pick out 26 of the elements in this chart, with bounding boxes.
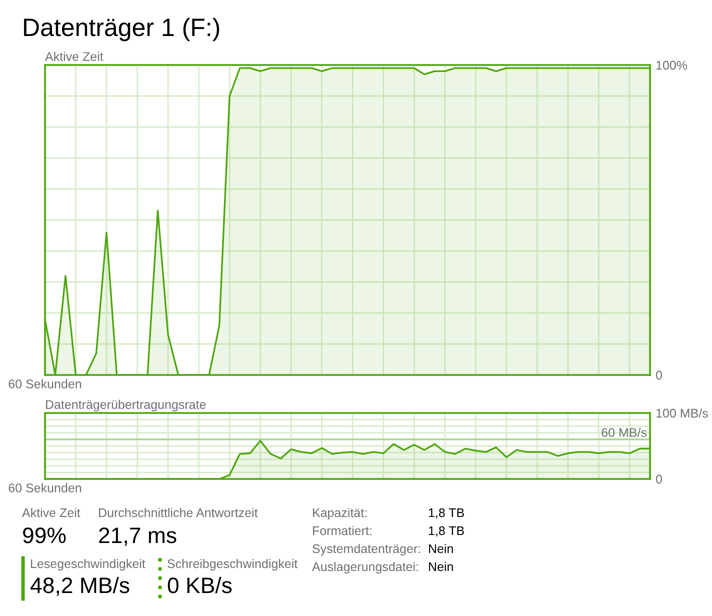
text: 21,7 ms	[99, 527, 176, 546]
chart-title: Datenträger 1 (F:)	[24, 18, 220, 42]
text: Kapazität:	[313, 508, 366, 520]
x-tick-label: 60 Sekunden	[8, 483, 82, 492]
text: Schreibgeschwindigkeit	[168, 558, 298, 571]
text: Aktive Zeit	[22, 508, 80, 518]
text: 1,8 TB	[428, 526, 464, 537]
ref-line-label: 60 MB/s	[602, 428, 647, 437]
chart-subtitle: Aktive Zeit	[45, 52, 104, 61]
text: Auslagerungsdatei:	[312, 562, 418, 574]
y-tick-label: 0	[656, 370, 662, 380]
text: Nein	[429, 544, 453, 554]
text: Formatiert:	[313, 526, 372, 536]
text: Durchschnittliche Antwortzeit	[99, 508, 258, 518]
text: Nein	[429, 562, 453, 572]
text: Systemdatenträger:	[312, 544, 420, 556]
text: 48,2 MB/s	[30, 576, 130, 596]
y-tick-label: 100 MB/s	[656, 408, 708, 418]
y-tick-label: 100%	[656, 60, 688, 70]
y-tick-label: 0	[656, 474, 662, 484]
text: 1,8 TB	[428, 508, 464, 519]
text: 99%	[23, 527, 66, 544]
x-tick-label: 60 Sekunden	[8, 379, 82, 388]
text: Lesegeschwindigkeit	[31, 558, 146, 571]
chart-title: Datenträgerübertragungsrate	[46, 400, 206, 412]
text: 0 KB/s	[168, 576, 232, 594]
